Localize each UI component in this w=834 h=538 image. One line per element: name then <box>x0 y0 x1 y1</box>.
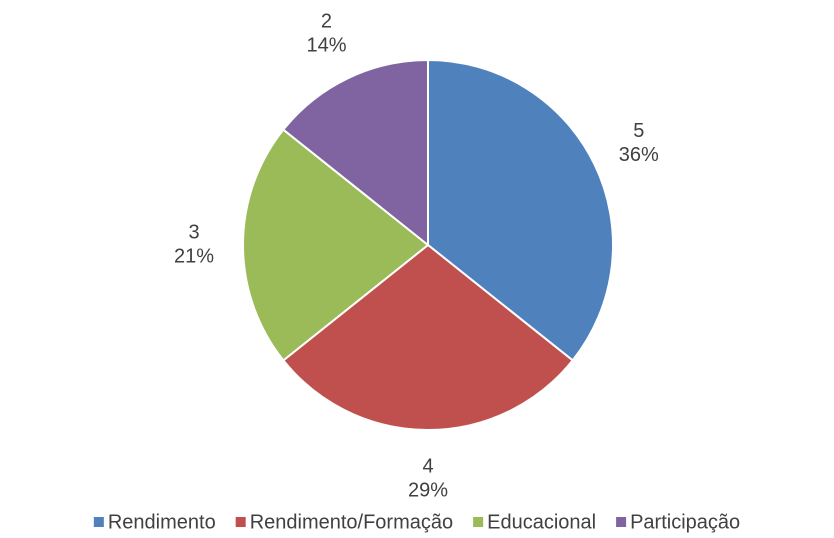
legend-label: Rendimento/Formação <box>250 511 453 533</box>
pie-slice <box>241 128 430 362</box>
pie-slice <box>427 58 614 362</box>
pie-slice <box>281 58 429 248</box>
legend-label: Rendimento <box>108 511 216 533</box>
data-label: 2 <box>321 10 332 32</box>
legend-swatch <box>235 517 246 527</box>
percent-label: 14% <box>306 34 346 56</box>
data-label: 4 <box>422 455 433 477</box>
legend-swatch <box>473 517 484 527</box>
percent-label: 21% <box>174 245 214 267</box>
legend-swatch <box>616 517 627 527</box>
data-label: 5 <box>633 120 644 142</box>
pie-slice <box>281 243 575 432</box>
data-label: 3 <box>188 221 199 243</box>
legend-label: Participação <box>630 511 740 533</box>
percent-label: 29% <box>408 479 448 501</box>
legend-swatch <box>93 517 104 527</box>
legend-label: Educacional <box>487 511 596 533</box>
percent-label: 36% <box>619 144 659 166</box>
